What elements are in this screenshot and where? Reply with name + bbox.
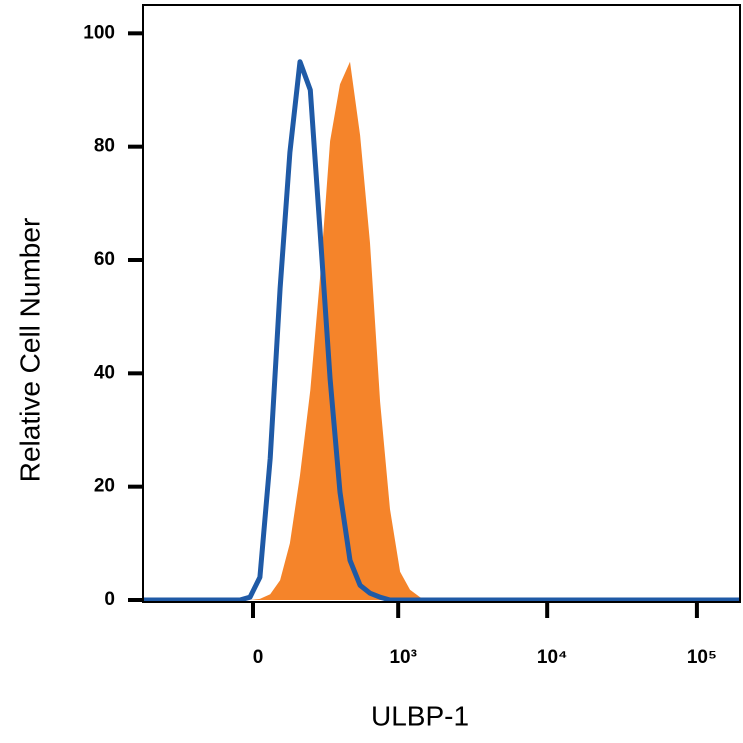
y-tick-label: 0	[104, 589, 115, 610]
x-tick-label: 0	[253, 647, 264, 668]
y-tick-label: 80	[94, 136, 115, 157]
x-tick-label: 10⁴	[537, 647, 568, 668]
y-tick-label: 60	[94, 249, 115, 270]
plot-frame	[142, 4, 741, 603]
y-tick-label: 100	[83, 22, 115, 43]
histogram-area	[143, 61, 740, 600]
x-axis-label: ULBP-1	[371, 700, 469, 731]
y-axis-label: Relative Cell Number	[14, 218, 45, 483]
x-tick-label: 10³	[389, 647, 416, 668]
y-tick-label: 20	[94, 476, 115, 497]
y-tick-label: 40	[94, 362, 115, 383]
x-tick-label: 10⁵	[687, 647, 717, 668]
histogram-line	[143, 59, 740, 603]
